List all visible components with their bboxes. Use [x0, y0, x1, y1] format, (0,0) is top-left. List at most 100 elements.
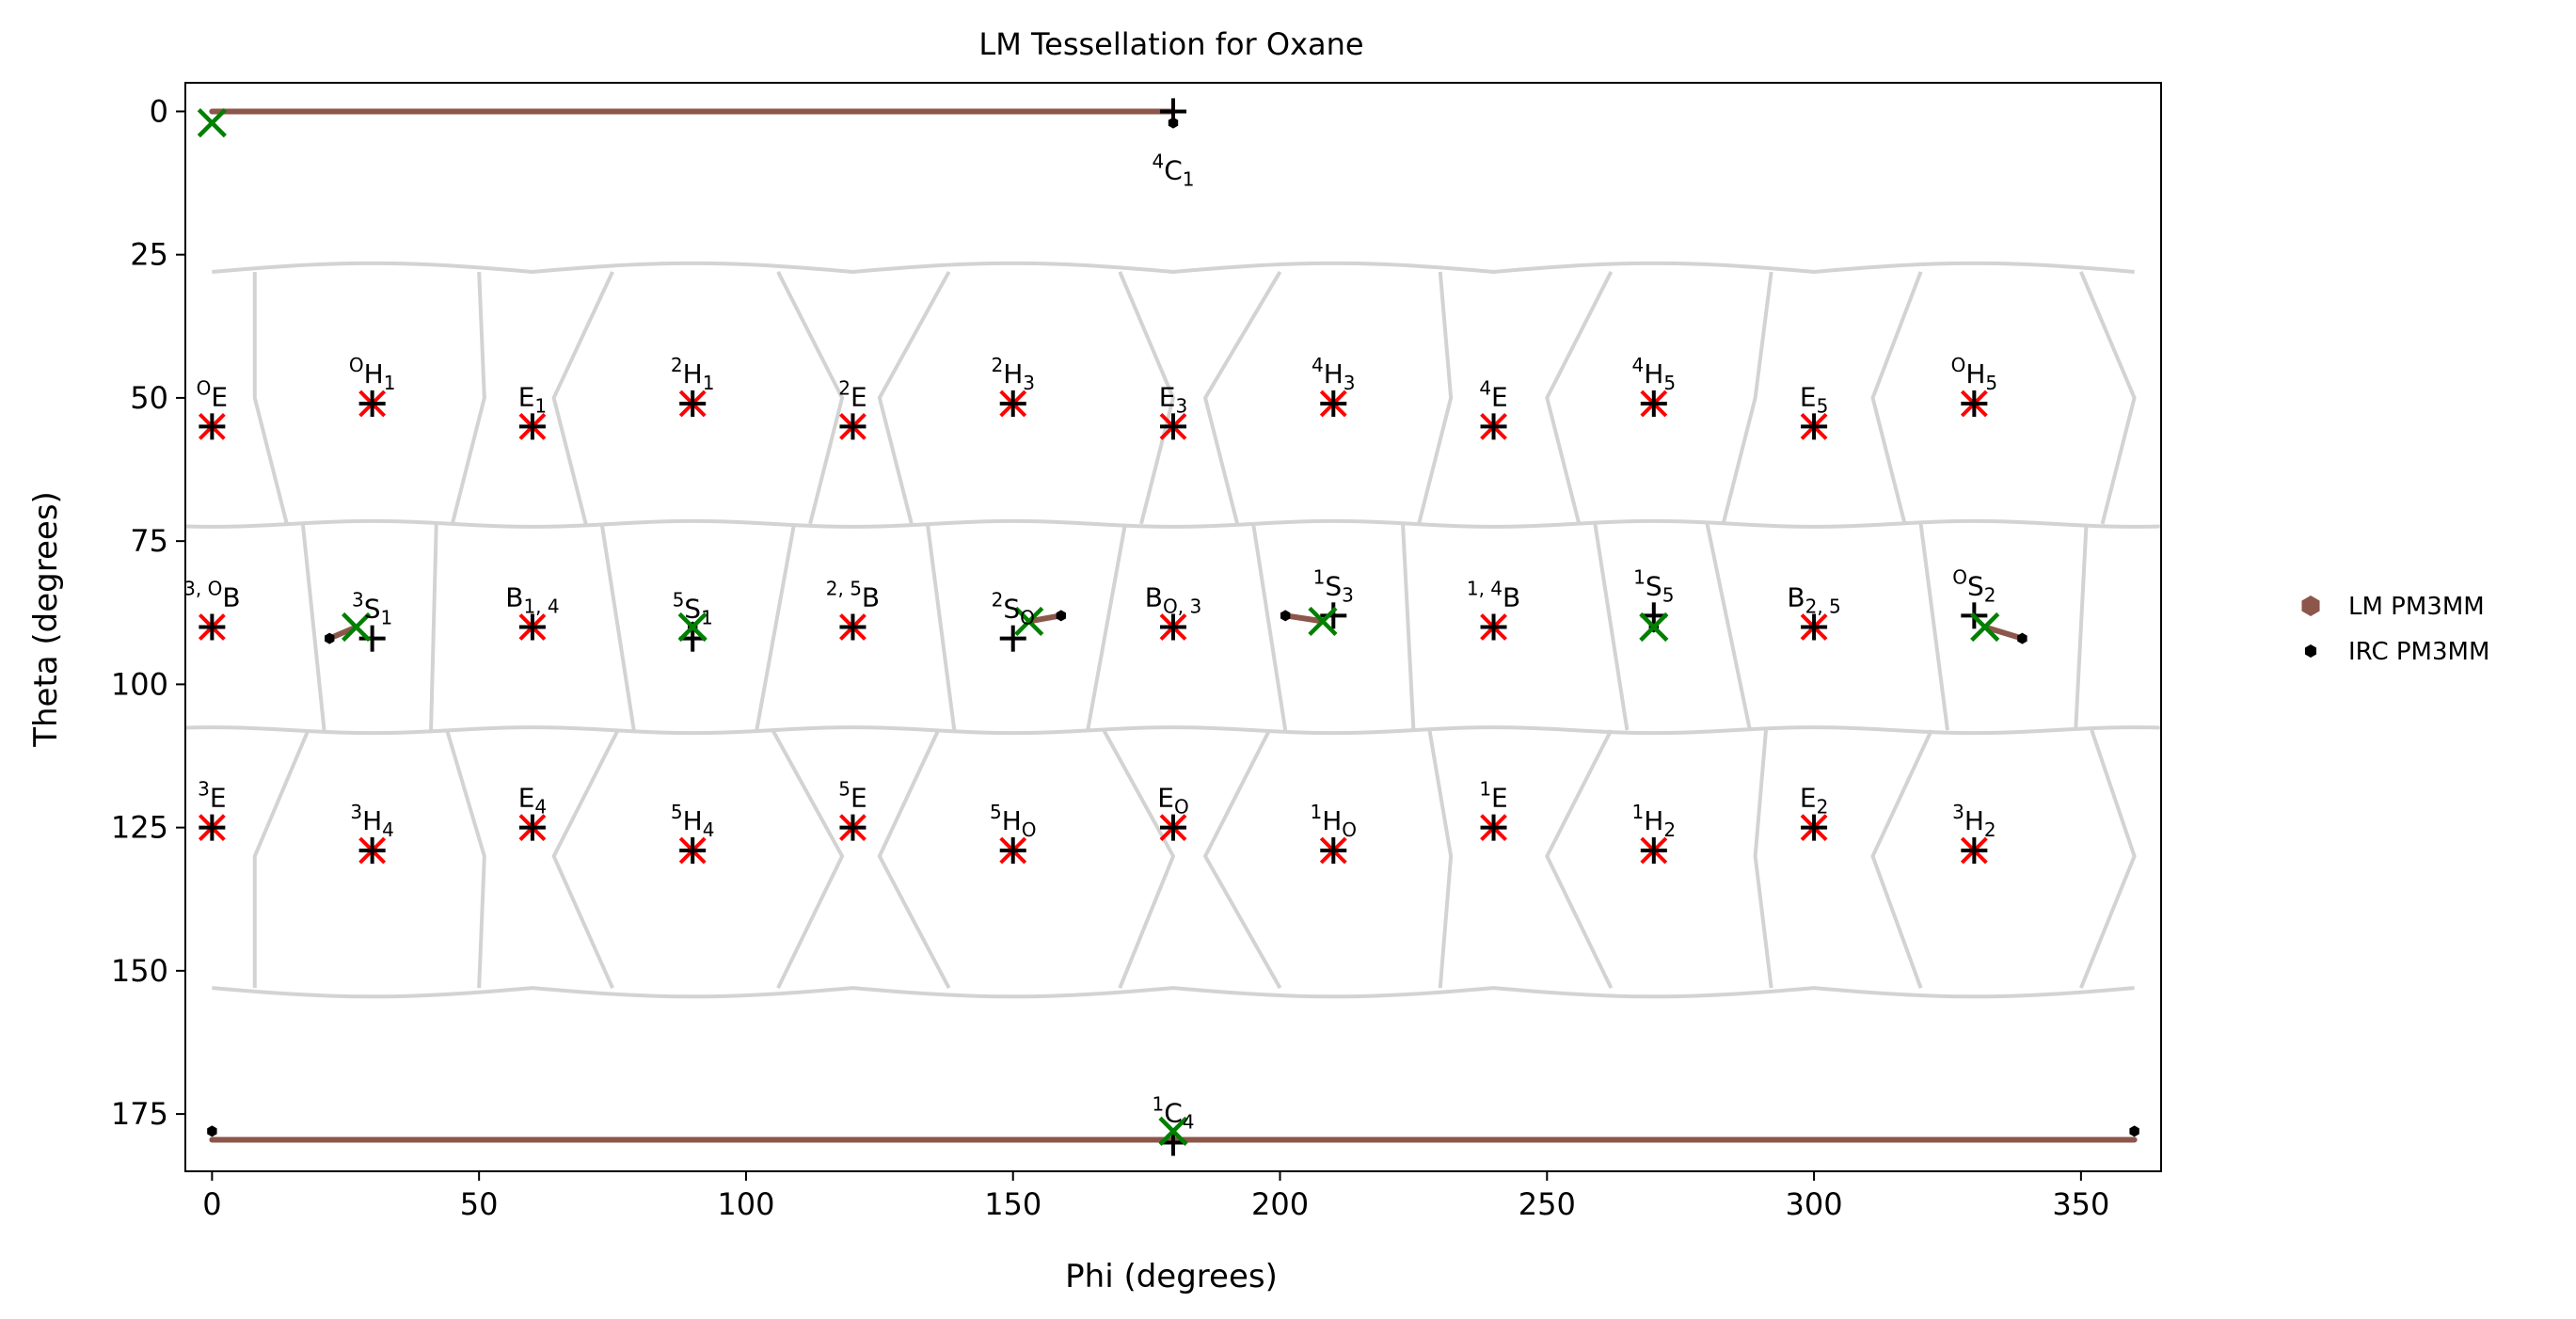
tessellation-separator [252, 271, 289, 525]
tessellation-separator [1118, 271, 1176, 525]
tessellation-separator [2079, 729, 2137, 989]
x-tick-label: 250 [1519, 1186, 1576, 1222]
point-label-E2: E2 [1800, 783, 1828, 818]
point-label-4H5: 4H5 [1632, 354, 1677, 394]
tessellation-separator [755, 523, 796, 731]
point-label-E3: E3 [1159, 381, 1187, 417]
tessellation-separator [1721, 271, 1773, 525]
tessellation-separator [1417, 271, 1454, 525]
plus-marker [999, 625, 1026, 652]
tessellation-separator [1593, 523, 1630, 731]
point-label-3,OB: 3, OB [183, 578, 240, 613]
irc-point [2017, 632, 2027, 644]
lm-x-marker [197, 108, 227, 138]
plus-marker [1801, 613, 1828, 641]
point-label-5E: 5E [838, 778, 867, 814]
legend-label: LM PM3MM [2348, 593, 2485, 621]
tessellation-band-edge [184, 518, 2162, 529]
legend-marker [2301, 596, 2320, 616]
tessellation-separator [252, 729, 310, 989]
lm-x-marker [1014, 606, 1044, 637]
plus-marker [199, 613, 226, 641]
tessellation-separator [771, 729, 845, 990]
plus-marker [1320, 602, 1347, 629]
point-label-B2,5: B2, 5 [1787, 582, 1840, 618]
plus-marker [1961, 390, 1988, 418]
point-label-2SO: 2SO [992, 589, 1035, 629]
tessellation-separator [300, 523, 326, 731]
point-label-2E: 2E [838, 376, 867, 412]
tessellation-separator [551, 729, 620, 989]
point-label-2H1: 2H1 [671, 354, 715, 394]
x-tick-label: 50 [460, 1186, 499, 1222]
point-label-5S1: 5S1 [673, 589, 713, 629]
plus-marker [1801, 814, 1828, 841]
tessellation-separator [1753, 729, 1773, 989]
plus-marker [1320, 390, 1347, 418]
tessellation [184, 261, 2162, 999]
plus-marker [1640, 390, 1667, 418]
point-label-1S5: 1S5 [1633, 565, 1674, 606]
tessellation-separator [776, 271, 845, 525]
irc-point [1056, 610, 1067, 622]
lm-x-marker [1639, 612, 1669, 643]
point-label-E4: E4 [518, 783, 547, 818]
plus-marker [518, 613, 546, 641]
tessellation-separator [925, 523, 957, 731]
point-label-E5: E5 [1800, 381, 1828, 417]
point-label-1,4B: 1, 4B [1467, 578, 1520, 613]
tessellation-separator [1202, 270, 1282, 525]
tessellation-band-edge [184, 725, 2162, 736]
plus-marker [199, 413, 226, 440]
plus-marker [518, 814, 546, 841]
tessellation-separator [1086, 523, 1127, 731]
plus-marker [1480, 413, 1507, 440]
y-tick-label: 150 [111, 953, 168, 989]
point-label-5H4: 5H4 [671, 801, 715, 841]
point-label-1H2: 1H2 [1632, 801, 1677, 841]
tessellation-separator [445, 729, 486, 989]
plus-marker [1480, 613, 1507, 641]
plus-marker [1640, 836, 1667, 864]
chart-title: LM Tessellation for Oxane [978, 26, 1363, 62]
point-label-3S1: 3S1 [352, 589, 392, 629]
tessellation-separator [551, 271, 614, 525]
plus-marker [1801, 413, 1828, 440]
plus-marker [999, 836, 1026, 864]
y-tick-label: 75 [130, 523, 168, 559]
y-axis-label: Theta (degrees) [27, 491, 65, 748]
tessellation-separator [2074, 523, 2089, 731]
legend-label: IRC PM3MM [2348, 638, 2489, 666]
y-tick-label: 125 [111, 810, 168, 846]
point-label-OE: OE [197, 376, 228, 412]
point-label-OH5: OH5 [1951, 354, 1998, 394]
plus-marker [518, 413, 546, 440]
tessellation-separator [1870, 729, 1933, 989]
irc-point [1168, 117, 1179, 129]
plus-marker [839, 413, 867, 440]
point-label-4H3: 4H3 [1312, 354, 1356, 394]
point-label-1C4: 1C4 [1152, 1093, 1194, 1134]
plus-marker [358, 625, 386, 652]
plus-marker [839, 814, 867, 841]
tessellation-top-edge [212, 261, 2135, 274]
plus-marker [1320, 836, 1347, 864]
tessellation-separator [1251, 523, 1288, 731]
point-label-5HO: 5HO [990, 801, 1037, 841]
tessellation-separator [1202, 729, 1282, 990]
plus-marker [839, 613, 867, 641]
plus-marker [679, 836, 707, 864]
x-axis-label: Phi (degrees) [1065, 1258, 1278, 1295]
irc-point [2129, 1125, 2139, 1137]
tessellation-separator [1102, 729, 1176, 989]
x-tick-label: 200 [1251, 1186, 1309, 1222]
tessellation-separator [1870, 271, 1923, 525]
plus-marker [679, 390, 707, 418]
tessellation-separator [1545, 729, 1614, 990]
point-labels: 4C1 OE OH1 E1 2H1 2E 2H3 E3 4H3 4E 4H5 E5 OH5 3, OB 3S… [183, 150, 1997, 1133]
y-tick-label: 25 [130, 237, 168, 273]
point-label-E1: E1 [518, 381, 547, 417]
plus-marker [1961, 836, 1988, 864]
tessellation-separator [1918, 523, 1949, 731]
